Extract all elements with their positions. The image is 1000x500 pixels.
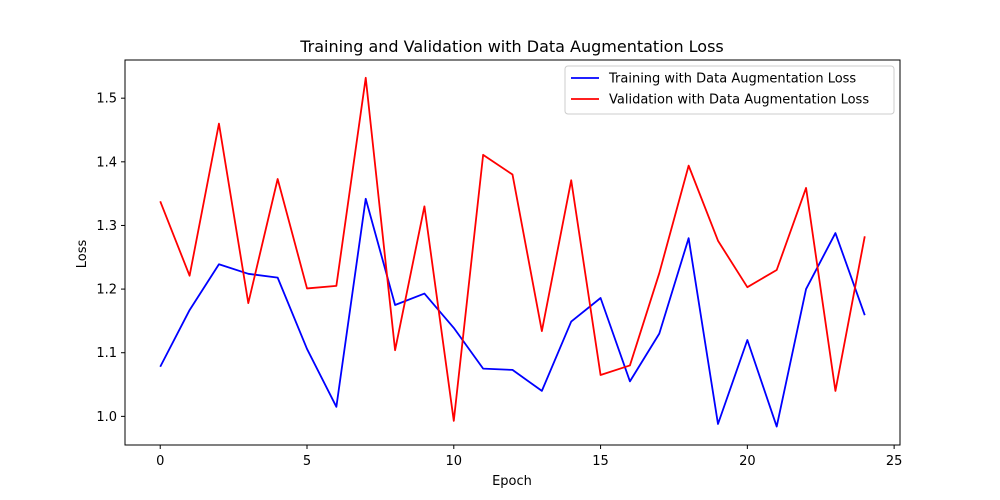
y-axis-label: Loss (75, 240, 90, 269)
series-line-validation (159, 76, 866, 422)
plot-frame (124, 59, 901, 446)
legend: Training with Data Augmentation Loss Vali… (564, 65, 895, 115)
y-tick-label: 1.1 (96, 346, 117, 361)
y-tick-label: 1.3 (96, 219, 117, 234)
x-tick-label: 0 (156, 454, 164, 469)
x-tick-label: 10 (446, 454, 463, 469)
plot-area: 0 5 10 15 20 25 1.0 1.1 1.2 1.3 1.4 1.5 (96, 59, 903, 469)
y-tick-label: 1.0 (96, 410, 117, 425)
chart-title: Training and Validation with Data Augmen… (299, 37, 724, 56)
series-line-training (159, 197, 866, 428)
y-tick-label: 1.2 (96, 283, 117, 298)
x-axis-label: Epoch (492, 474, 532, 489)
x-tick-label: 15 (592, 454, 609, 469)
legend-label-training: Training with Data Augmentation Loss (608, 72, 856, 87)
x-tick-label: 25 (886, 454, 903, 469)
x-tick-label: 20 (739, 454, 756, 469)
legend-label-validation: Validation with Data Augmentation Loss (609, 93, 869, 108)
x-tick-label: 5 (303, 454, 311, 469)
y-tick-label: 1.5 (96, 92, 117, 107)
y-tick-label: 1.4 (96, 155, 117, 170)
legend-box (564, 65, 895, 115)
